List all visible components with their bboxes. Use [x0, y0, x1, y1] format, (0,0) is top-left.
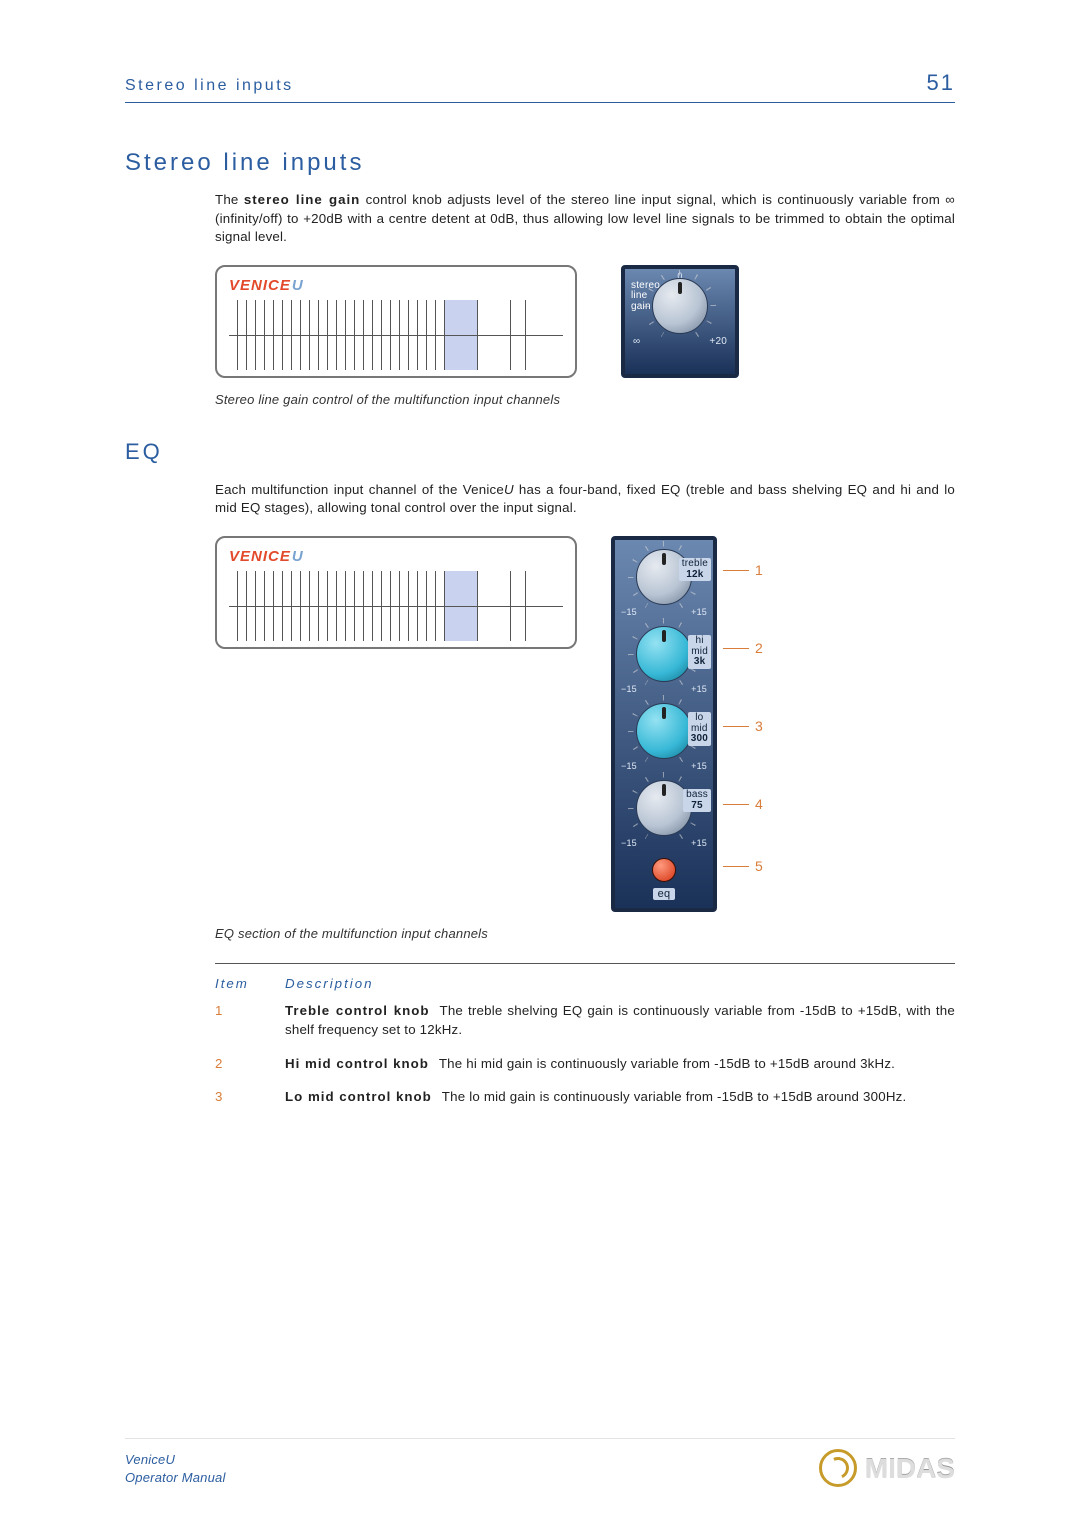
stereo-intro-paragraph: The stereo line gain control knob adjust… [215, 191, 955, 247]
row-term: Lo mid control knob [285, 1089, 432, 1104]
page-number: 51 [927, 70, 955, 96]
mixer-brand: VENICEU [229, 277, 563, 294]
himid-labels: himid 3k [688, 635, 711, 669]
treble-labels: treble 12k [679, 558, 711, 581]
stereo-figure-caption: Stereo line gain control of the multifun… [215, 392, 955, 407]
table-row: 3 Lo mid control knob The lo mid gain is … [215, 1087, 955, 1106]
midas-wordmark: MIDAS [865, 1452, 955, 1484]
table-header: Item Description [215, 976, 955, 991]
eq-band-himid: himid 3k −15+15 [619, 621, 709, 698]
callout-5: 5 [723, 858, 763, 874]
table-row: 2 Hi mid control knob The hi mid gain is … [215, 1054, 955, 1073]
midas-logo: MIDAS [819, 1449, 955, 1487]
brand-u: U [291, 277, 304, 294]
footer-doc: Operator Manual [125, 1469, 226, 1487]
mixer-brand-2: VENICEU [229, 548, 563, 565]
manual-page: Stereo line inputs 51 Stereo line inputs… [0, 0, 1080, 1527]
brand-venice: VENICE [229, 277, 291, 294]
callout-2: 2 [723, 640, 763, 656]
eq-panel: treble 12k −15+15 himid 3k −15+15 [611, 536, 717, 912]
channel-strip [229, 300, 563, 370]
eq-intro-paragraph: Each multifunction input channel of the … [215, 481, 955, 518]
row-term: Hi mid control knob [285, 1056, 429, 1071]
eq-button-label: eq [653, 888, 676, 900]
row-item: 2 [215, 1054, 285, 1073]
eq-band-bass: bass 75 −15+15 [619, 775, 709, 852]
eq-figure-caption: EQ section of the multifunction input ch… [215, 926, 955, 941]
himid-knob [636, 626, 692, 682]
section-title-stereo: Stereo line inputs [125, 149, 955, 177]
eq-enable-button [652, 858, 676, 882]
row-item: 1 [215, 1001, 285, 1040]
table-row: 1 Treble control knobThe treble shelving… [215, 1001, 955, 1040]
page-footer: VeniceU Operator Manual MIDAS [125, 1438, 955, 1487]
para-term: stereo line gain [244, 192, 360, 207]
callout-3: 3 [723, 718, 763, 734]
knob-left-label: ∞ [633, 336, 640, 347]
eq-panel-wrap: treble 12k −15+15 himid 3k −15+15 [605, 536, 717, 912]
knob-right-label: +20 [709, 336, 727, 347]
callout-1: 1 [723, 562, 763, 578]
eq-description-table: Item Description 1 Treble control knobTh… [215, 963, 955, 1106]
highlighted-channel [445, 300, 478, 370]
eq-band-treble: treble 12k −15+15 [619, 544, 709, 621]
mixer-outline-eq: VENICEU [215, 536, 577, 649]
midas-icon [819, 1449, 857, 1487]
bass-labels: bass 75 [683, 789, 711, 812]
figure-stereo-row: VENICEU 0 stere [215, 265, 955, 378]
th-item: Item [215, 976, 285, 991]
figure-eq-row: VENICEU [215, 536, 955, 912]
section-title-eq: EQ [125, 439, 955, 465]
footer-doc-info: VeniceU Operator Manual [125, 1451, 226, 1487]
callout-4: 4 [723, 796, 763, 812]
highlighted-channel-2 [445, 571, 478, 641]
eq-button-row: eq [619, 852, 709, 902]
row-term: Treble control knob [285, 1003, 430, 1018]
eq-band-lomid: lomid 300 −15+15 [619, 698, 709, 775]
lomid-knob [636, 703, 692, 759]
row-item: 3 [215, 1087, 285, 1106]
lomid-labels: lomid 300 [688, 712, 711, 746]
stereo-gain-knob [652, 278, 708, 334]
breadcrumb-title: Stereo line inputs [125, 77, 294, 95]
para-pre: The [215, 192, 244, 207]
footer-product: VeniceU [125, 1451, 226, 1469]
channel-strip-2 [229, 571, 563, 641]
breadcrumb-row: Stereo line inputs 51 [125, 70, 955, 103]
row-desc: The hi mid gain is continuously variable… [439, 1056, 895, 1071]
th-desc: Description [285, 976, 374, 991]
mixer-outline: VENICEU [215, 265, 577, 378]
stereo-gain-knob-panel: 0 stereo line gain ∞ +20 [621, 265, 739, 378]
row-desc: The lo mid gain is continuously variable… [442, 1089, 907, 1104]
